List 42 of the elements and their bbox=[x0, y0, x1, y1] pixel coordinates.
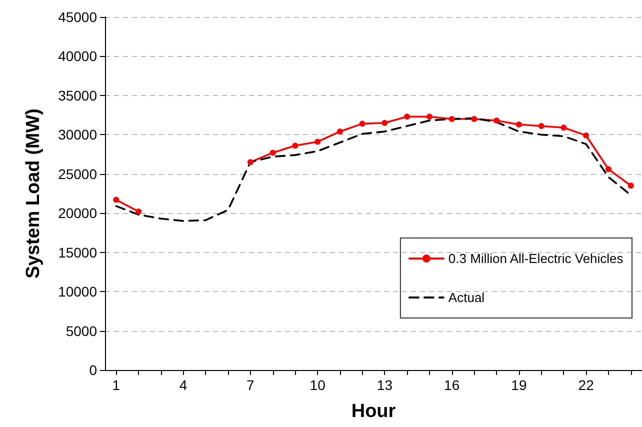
x-tick-label: 7 bbox=[246, 377, 255, 393]
point bbox=[426, 114, 432, 120]
y-tick-label: 5000 bbox=[66, 322, 98, 339]
x-tick-label: 1 bbox=[112, 377, 120, 393]
point bbox=[292, 142, 298, 149]
point bbox=[471, 116, 478, 122]
point bbox=[516, 121, 522, 128]
point bbox=[404, 114, 410, 120]
y-tick-label: 0 bbox=[89, 362, 98, 378]
y-tick-label: 40000 bbox=[58, 48, 98, 64]
y-axis-title: System Load (MW) bbox=[23, 108, 44, 278]
x-tick-label: 13 bbox=[376, 377, 393, 393]
legend-label: Actual bbox=[448, 290, 485, 305]
point bbox=[359, 120, 366, 127]
point bbox=[560, 124, 567, 131]
point bbox=[494, 118, 500, 124]
point bbox=[538, 123, 544, 130]
point bbox=[113, 196, 120, 203]
point bbox=[247, 159, 254, 166]
point bbox=[382, 120, 388, 126]
point bbox=[583, 132, 590, 138]
point bbox=[448, 116, 455, 122]
x-tick-label: 22 bbox=[578, 377, 594, 393]
y-tick-label: 45000 bbox=[58, 9, 98, 25]
point bbox=[605, 166, 612, 172]
x-tick-label: 19 bbox=[511, 377, 527, 393]
x-tick-label: 4 bbox=[179, 377, 188, 393]
y-tick-label: 15000 bbox=[58, 244, 98, 260]
x-axis-title: Hour bbox=[351, 401, 396, 422]
point bbox=[136, 208, 142, 215]
y-tick-label: 10000 bbox=[58, 284, 98, 300]
point bbox=[314, 138, 321, 145]
point bbox=[628, 182, 634, 189]
y-tick-label: 30000 bbox=[58, 126, 98, 143]
y-tick-label: 35000 bbox=[58, 87, 98, 104]
x-tick-label: 10 bbox=[310, 377, 326, 393]
x-tick-label: 16 bbox=[444, 377, 460, 393]
legend-label: 0.3 Million All-Electric Vehicles bbox=[448, 251, 624, 266]
point bbox=[336, 128, 343, 135]
point bbox=[270, 150, 276, 156]
y-tick-label: 20000 bbox=[58, 205, 98, 222]
y-tick-label: 25000 bbox=[58, 166, 98, 182]
